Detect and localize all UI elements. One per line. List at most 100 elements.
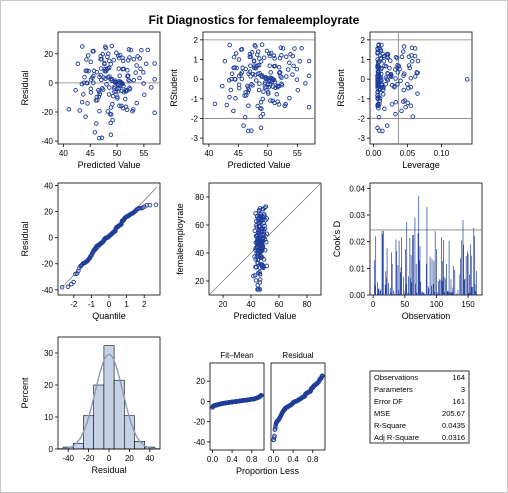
data-point — [102, 60, 107, 66]
data-point — [264, 231, 270, 237]
x-tick-label: -1 — [88, 300, 96, 309]
data-point — [379, 65, 384, 71]
data-point — [382, 106, 387, 112]
data-point — [255, 254, 261, 259]
data-point — [375, 89, 380, 95]
data-point — [107, 85, 112, 90]
data-point — [110, 93, 116, 99]
data-point — [407, 65, 413, 71]
data-point — [388, 74, 394, 80]
data-point — [257, 81, 262, 86]
data-point — [375, 125, 380, 131]
x-tick-label: 55 — [139, 149, 148, 158]
x-tick-label: 40 — [247, 300, 256, 309]
data-point — [240, 65, 245, 71]
y-tick-label: -20 — [41, 260, 53, 269]
stat-value: 0.0435 — [442, 421, 465, 430]
data-point — [231, 108, 236, 114]
data-point — [264, 48, 270, 54]
data-point — [257, 277, 263, 282]
data-point — [120, 55, 125, 61]
data-point — [99, 135, 105, 141]
data-point — [91, 68, 97, 74]
data-point — [265, 89, 271, 95]
data-point — [401, 87, 407, 93]
data-point — [73, 88, 78, 93]
histogram-bar — [83, 415, 94, 450]
x-tick-label: 0.00 — [366, 149, 382, 158]
x-tick-label: 0.10 — [434, 149, 450, 158]
data-point — [231, 54, 237, 60]
residual-fit-spread-plot: -40 -20 0 20 0.0 0.4 0.8 0.0 0.4 0.8 Fit–Mean Resid… — [193, 351, 326, 476]
data-point — [84, 80, 90, 86]
data-point — [401, 44, 407, 49]
data-point — [71, 279, 76, 285]
data-point — [258, 254, 264, 259]
stat-value: 3 — [461, 385, 465, 394]
data-point — [227, 94, 232, 100]
data-point — [82, 74, 87, 80]
data-point — [394, 55, 400, 61]
data-point — [121, 89, 127, 95]
x-tick-label: 45 — [234, 149, 243, 158]
data-point — [100, 52, 105, 57]
data-point — [381, 87, 386, 92]
data-point — [143, 61, 149, 67]
data-point — [376, 72, 382, 77]
y-tick-label: -20 — [41, 108, 53, 117]
data-point — [99, 77, 104, 83]
data-point — [285, 67, 291, 72]
data-point — [246, 87, 252, 92]
data-point — [255, 283, 260, 288]
data-point — [408, 103, 414, 108]
data-point — [392, 83, 397, 89]
data-point — [134, 100, 139, 106]
y-axis-label: Percent — [20, 377, 30, 409]
data-point — [278, 45, 284, 50]
rstudent-vs-predicted-plot: 40 45 50 55 -3 -2 -1 0 1 2 Predicted Value RStudent — [169, 31, 316, 170]
stat-label: Observations — [374, 373, 418, 382]
y-tick-label: 40 — [44, 182, 53, 191]
data-point — [85, 53, 91, 58]
x-axis-label: Residual — [91, 465, 126, 475]
data-point — [77, 108, 82, 113]
data-point — [109, 78, 114, 83]
data-point — [257, 70, 262, 76]
data-point — [384, 52, 390, 57]
y-tick-label: 0 — [49, 445, 54, 454]
data-point — [403, 104, 408, 110]
data-point — [233, 96, 238, 101]
x-tick-label: 45 — [86, 149, 95, 158]
data-point — [250, 71, 256, 77]
data-point — [268, 70, 273, 75]
data-point — [290, 72, 295, 77]
data-point — [256, 62, 262, 68]
data-point — [232, 65, 237, 70]
data-point — [320, 373, 325, 379]
data-point — [108, 120, 113, 126]
data-point — [409, 53, 414, 58]
stat-label: Error DF — [374, 397, 403, 406]
data-point — [464, 77, 470, 82]
data-point — [121, 66, 126, 72]
x-tick-label: 0 — [371, 300, 376, 309]
data-point — [79, 81, 85, 87]
table-border — [369, 370, 470, 444]
data-point — [414, 70, 419, 75]
data-point — [253, 44, 258, 49]
data-point — [101, 75, 106, 80]
data-point — [227, 42, 232, 48]
data-point — [274, 92, 280, 97]
y-tick-label: -20 — [193, 418, 205, 427]
data-point — [105, 109, 111, 114]
data-point — [152, 77, 157, 82]
x-tick-label: 0.4 — [227, 455, 239, 464]
data-point — [126, 77, 131, 83]
x-axis-label: Quantile — [92, 311, 126, 321]
data-point — [393, 99, 399, 105]
y-tick-label: 0 — [201, 397, 206, 406]
data-point — [120, 58, 126, 64]
data-point — [257, 280, 263, 285]
y-tick-label: 0.01 — [349, 264, 365, 273]
data-point — [395, 70, 401, 75]
